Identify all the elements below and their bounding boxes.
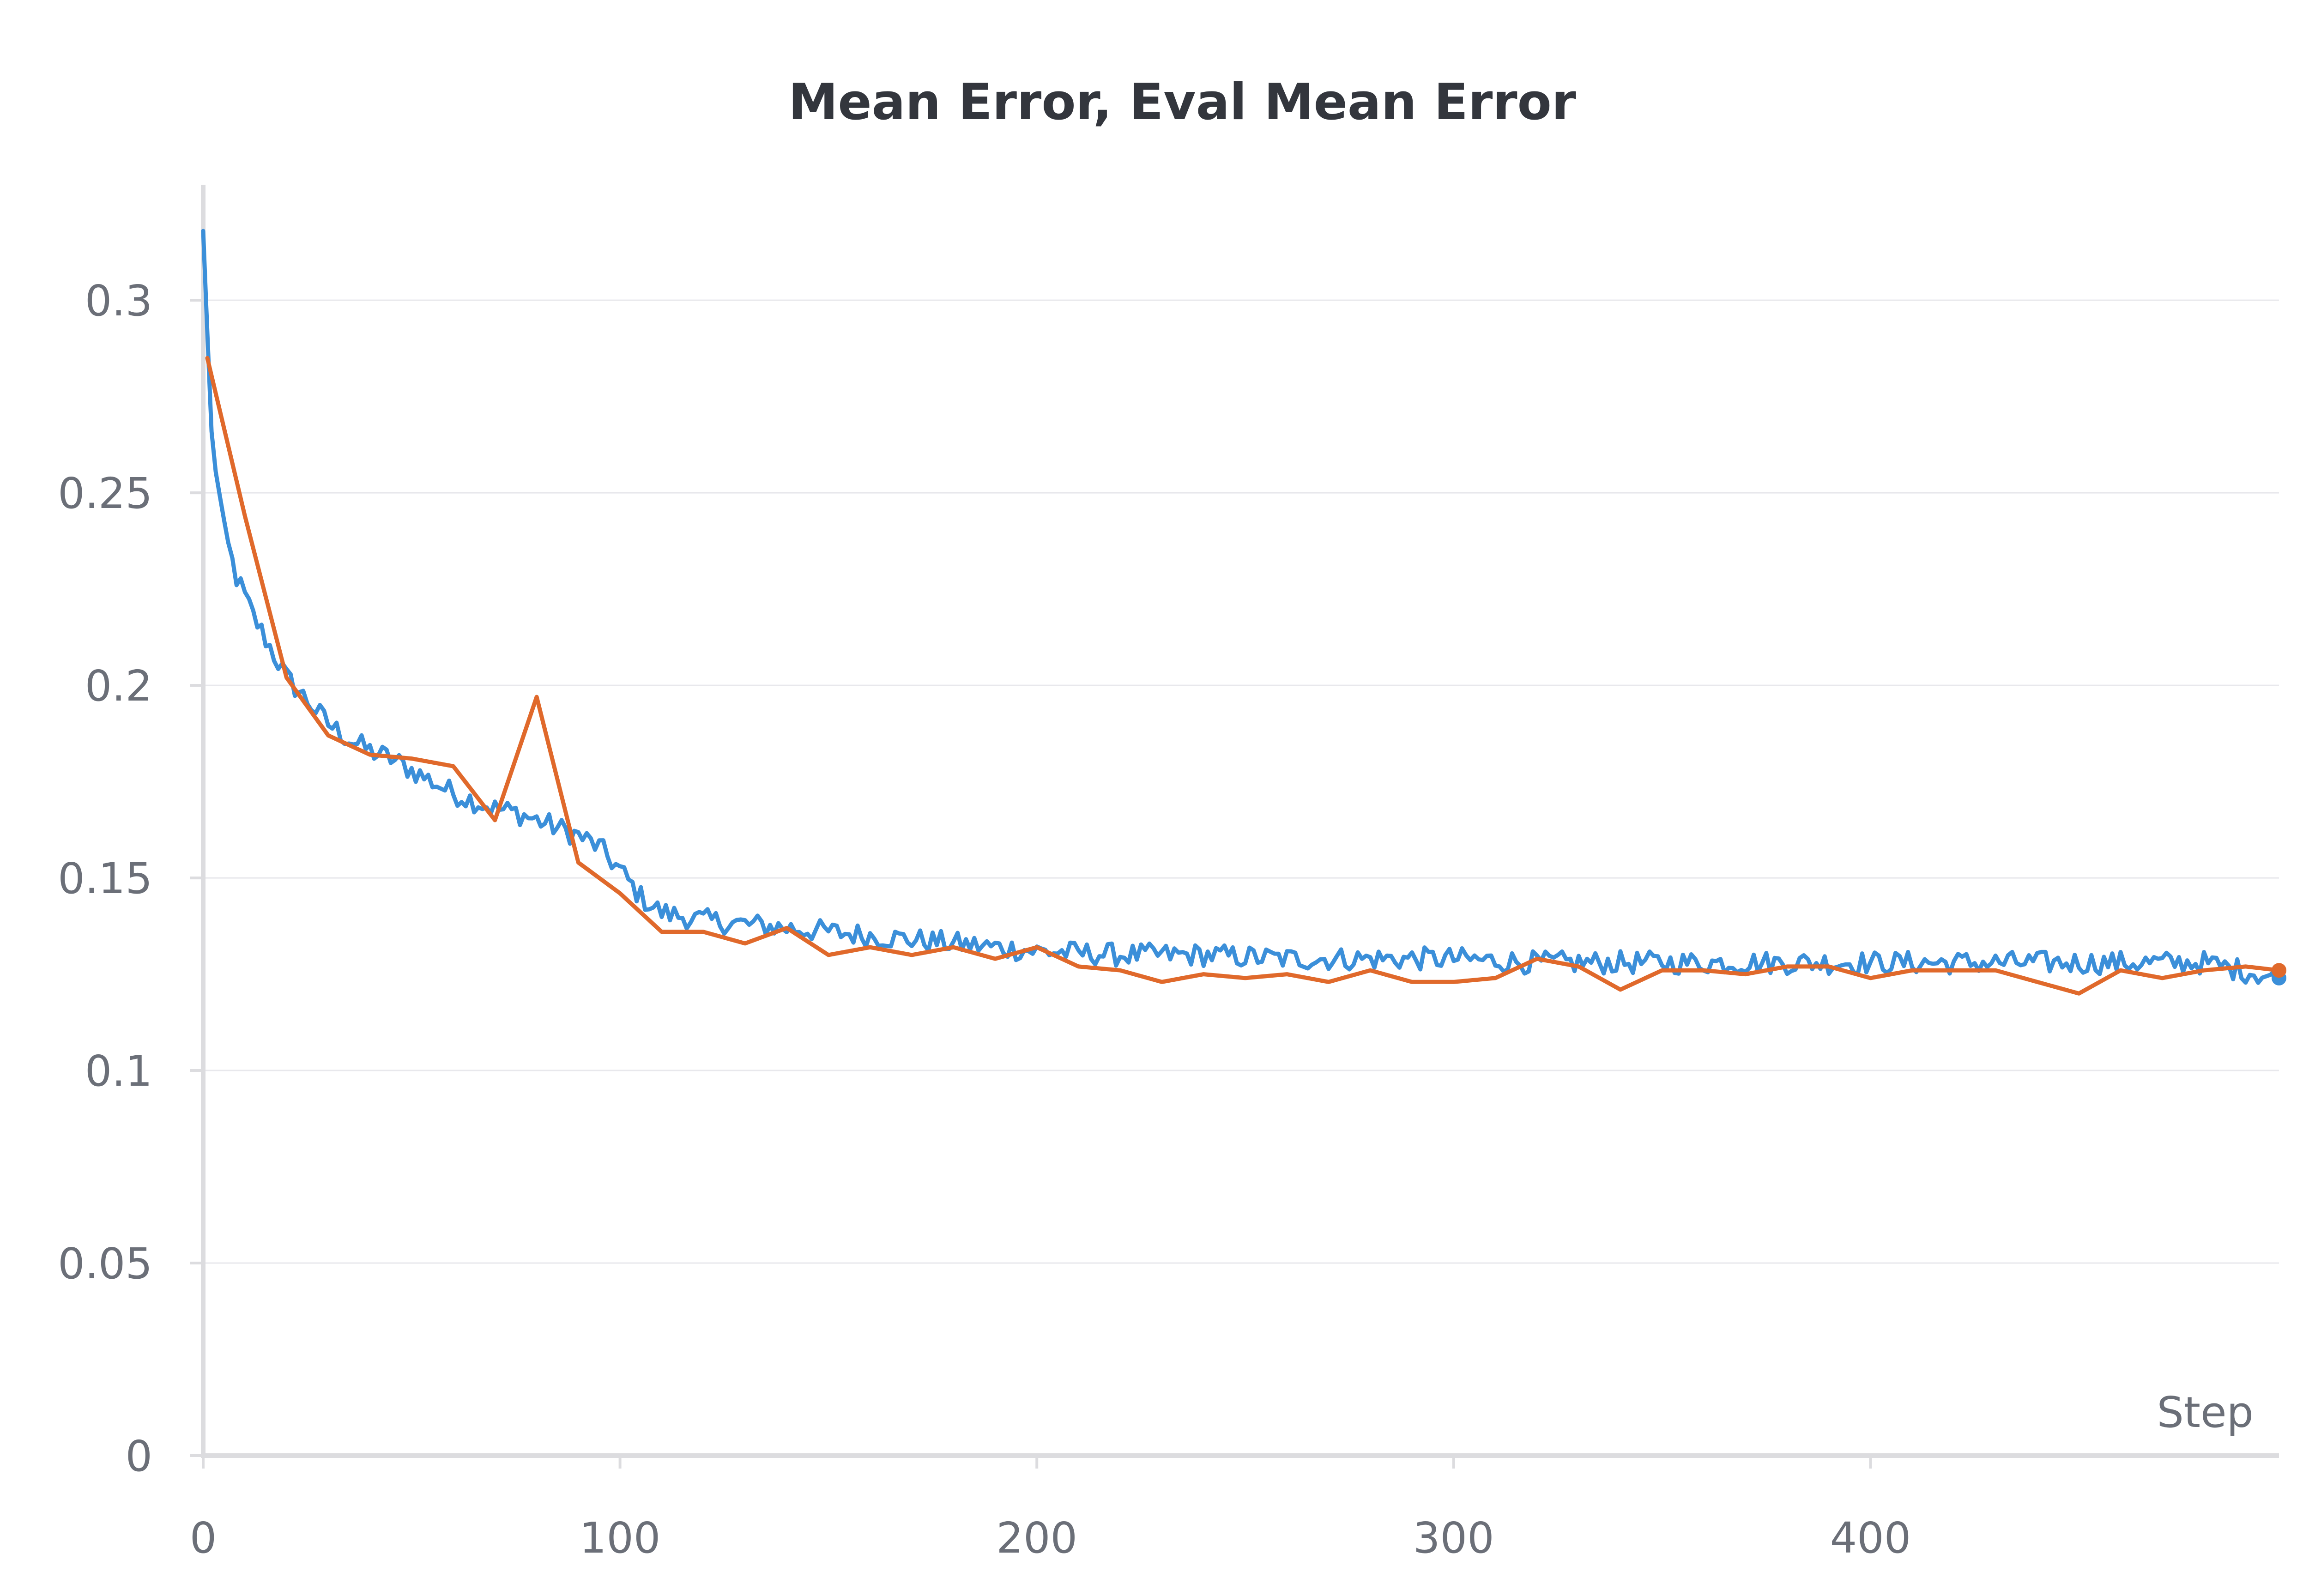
y-tick-label: 0.1 (85, 1046, 152, 1096)
x-tick-label: 200 (996, 1513, 1077, 1563)
y-tick-label: 0.3 (85, 276, 152, 326)
series-line-0 (201, 229, 2281, 985)
chart-title: Mean Error, Eval Mean Error (788, 73, 1576, 131)
y-tick-label: 0.25 (58, 469, 152, 518)
series-lines (201, 229, 2286, 996)
y-tick-label: 0.05 (58, 1239, 152, 1288)
y-tick-label: 0.2 (85, 661, 152, 711)
series-end-point-1 (2272, 963, 2286, 978)
y-tick-label: 0.15 (58, 854, 152, 903)
x-tick-label: 100 (580, 1513, 661, 1563)
x-axis-label: Step (2157, 1388, 2254, 1437)
x-tick-label: 400 (1830, 1513, 1911, 1563)
x-tick-label: 300 (1413, 1513, 1494, 1563)
x-tick-label: 0 (190, 1513, 217, 1563)
y-tick-label: 0 (125, 1432, 152, 1481)
gridlines (203, 299, 2279, 1264)
series-line-1 (205, 356, 2281, 996)
axes: 0 0.05 0.1 0.15 0.2 0.25 0.3 0 100 200 300 400 (58, 185, 2279, 1563)
